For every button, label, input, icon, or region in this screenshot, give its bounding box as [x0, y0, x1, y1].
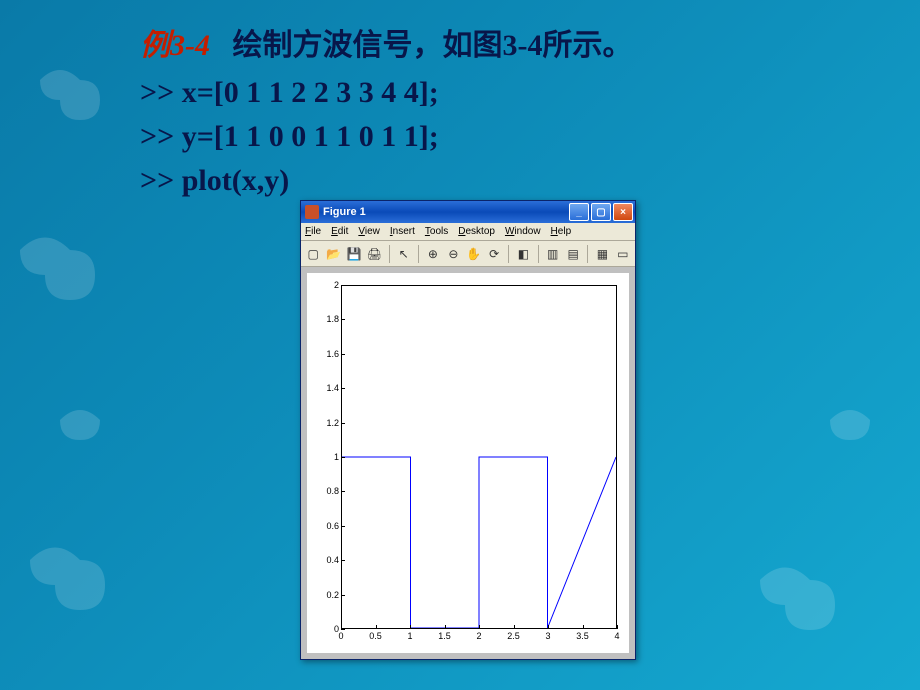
- xtick-mark: [376, 625, 377, 629]
- ytick-label: 0.4: [311, 555, 339, 565]
- toolbar-separator: [418, 245, 419, 263]
- ytick-mark: [341, 388, 345, 389]
- example-title: 例3-4 绘制方波信号，如图3-4所示。: [140, 20, 880, 64]
- ytick-label: 0.6: [311, 521, 339, 531]
- xtick-label: 4: [614, 631, 619, 641]
- pointer-icon[interactable]: ↖: [395, 245, 411, 263]
- xtick-mark: [617, 625, 618, 629]
- legend-icon[interactable]: ▤: [565, 245, 581, 263]
- example-label: 例3-4: [140, 29, 210, 62]
- toolbar-separator: [538, 245, 539, 263]
- ytick-mark: [341, 285, 345, 286]
- xtick-label: 2.5: [507, 631, 520, 641]
- ytick-mark: [341, 560, 345, 561]
- xtick-mark: [548, 625, 549, 629]
- ytick-mark: [341, 423, 345, 424]
- ytick-label: 1: [311, 452, 339, 462]
- ytick-label: 2: [311, 280, 339, 290]
- ytick-label: 1.8: [311, 314, 339, 324]
- ytick-mark: [341, 457, 345, 458]
- window-buttons: _ ▢ ×: [569, 203, 633, 221]
- close-button[interactable]: ×: [613, 203, 633, 221]
- ytick-mark: [341, 526, 345, 527]
- zoom-out-icon[interactable]: ⊖: [445, 245, 461, 263]
- ytick-mark: [341, 629, 345, 630]
- menu-edit[interactable]: Edit: [331, 226, 348, 237]
- xtick-label: 2: [476, 631, 481, 641]
- axes-icon[interactable]: ▦: [594, 245, 610, 263]
- xtick-label: 0.5: [369, 631, 382, 641]
- minimize-button[interactable]: _: [569, 203, 589, 221]
- colorbar-icon[interactable]: ▥: [545, 245, 561, 263]
- xtick-label: 3.5: [576, 631, 589, 641]
- xtick-mark: [445, 625, 446, 629]
- window-title: Figure 1: [323, 206, 565, 218]
- menu-help[interactable]: Help: [551, 226, 572, 237]
- code-line-1: >> x=[0 1 1 2 2 3 3 4 4];: [140, 76, 880, 110]
- titlebar[interactable]: Figure 1 _ ▢ ×: [301, 201, 635, 223]
- xtick-label: 0: [338, 631, 343, 641]
- xtick-label: 1.5: [438, 631, 451, 641]
- menu-file[interactable]: File: [305, 226, 321, 237]
- menu-window[interactable]: Window: [505, 226, 541, 237]
- ytick-mark: [341, 319, 345, 320]
- plot-canvas: 0 0.2 0.4 0.6 0.8 1 1.2 1.4 1.6 1.8 2 0 0.5 1 1.5 2 2.5 3…: [307, 273, 629, 653]
- xtick-label: 1: [407, 631, 412, 641]
- xtick-mark: [583, 625, 584, 629]
- menu-desktop[interactable]: Desktop: [458, 226, 495, 237]
- code-line-2: >> y=[1 1 0 0 1 1 0 1 1];: [140, 120, 880, 154]
- menu-insert[interactable]: Insert: [390, 226, 415, 237]
- data-cursor-icon[interactable]: ◧: [515, 245, 531, 263]
- open-icon[interactable]: 📂: [325, 245, 341, 263]
- matlab-figure-window: Figure 1 _ ▢ × File Edit View Insert Too…: [300, 200, 636, 660]
- maximize-button[interactable]: ▢: [591, 203, 611, 221]
- menubar: File Edit View Insert Tools Desktop Wind…: [301, 223, 635, 241]
- code-line-3: >> plot(x,y): [140, 164, 880, 198]
- ytick-mark: [341, 595, 345, 596]
- ytick-label: 1.6: [311, 349, 339, 359]
- ytick-label: 1.2: [311, 418, 339, 428]
- menu-view[interactable]: View: [358, 226, 380, 237]
- rotate-icon[interactable]: ⟳: [486, 245, 502, 263]
- toolbar-separator: [587, 245, 588, 263]
- example-desc: 绘制方波信号，如图3-4所示。: [233, 29, 633, 62]
- axes-box: [341, 285, 617, 629]
- xtick-mark: [479, 625, 480, 629]
- plot-outer: 0 0.2 0.4 0.6 0.8 1 1.2 1.4 1.6 1.8 2 0 0.5 1 1.5 2 2.5 3…: [301, 267, 635, 659]
- pan-icon[interactable]: ✋: [466, 245, 482, 263]
- save-icon[interactable]: 💾: [346, 245, 362, 263]
- grid-icon[interactable]: ▭: [615, 245, 631, 263]
- xtick-mark: [410, 625, 411, 629]
- ytick-label: 0: [311, 624, 339, 634]
- xtick-mark: [341, 625, 342, 629]
- square-wave-line: [342, 457, 616, 628]
- ytick-label: 0.8: [311, 486, 339, 496]
- toolbar-separator: [389, 245, 390, 263]
- plot-line: [342, 286, 616, 628]
- slide-content: 例3-4 绘制方波信号，如图3-4所示。 >> x=[0 1 1 2 2 3 3…: [0, 0, 920, 198]
- ytick-mark: [341, 491, 345, 492]
- print-icon[interactable]: 🖨: [366, 245, 382, 263]
- new-icon[interactable]: ▢: [305, 245, 321, 263]
- toolbar: ▢📂 💾🖨 ↖ ⊕⊖ ✋⟳ ◧ ▥▤ ▦ ▭: [301, 241, 635, 267]
- menu-tools[interactable]: Tools: [425, 226, 448, 237]
- ytick-label: 0.2: [311, 590, 339, 600]
- xtick-label: 3: [545, 631, 550, 641]
- matlab-app-icon: [305, 205, 319, 219]
- toolbar-separator: [508, 245, 509, 263]
- xtick-mark: [514, 625, 515, 629]
- zoom-in-icon[interactable]: ⊕: [425, 245, 441, 263]
- ytick-label: 1.4: [311, 383, 339, 393]
- ytick-mark: [341, 354, 345, 355]
